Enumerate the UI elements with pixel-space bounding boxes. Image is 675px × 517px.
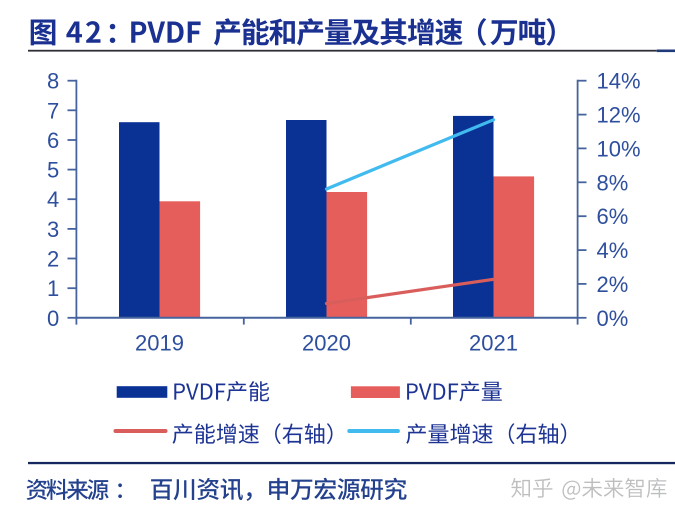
- svg-text:2020: 2020: [302, 331, 351, 356]
- svg-text:2: 2: [47, 247, 59, 272]
- svg-text:6%: 6%: [597, 204, 629, 229]
- svg-text:4%: 4%: [597, 238, 629, 263]
- svg-text:2%: 2%: [597, 272, 629, 297]
- svg-text:14%: 14%: [597, 69, 641, 94]
- svg-text:1: 1: [47, 276, 59, 301]
- svg-text:3: 3: [47, 217, 59, 242]
- svg-text:8: 8: [47, 69, 59, 94]
- svg-text:5: 5: [47, 158, 59, 183]
- svg-text:7: 7: [47, 98, 59, 123]
- svg-text:4: 4: [47, 187, 59, 212]
- svg-text:10%: 10%: [597, 136, 641, 161]
- svg-text:0%: 0%: [597, 306, 629, 331]
- svg-text:6: 6: [47, 128, 59, 153]
- svg-text:8%: 8%: [597, 170, 629, 195]
- svg-text:0: 0: [47, 306, 59, 331]
- svg-text:12%: 12%: [597, 103, 641, 128]
- svg-text:2019: 2019: [135, 331, 184, 356]
- svg-text:2021: 2021: [469, 331, 518, 356]
